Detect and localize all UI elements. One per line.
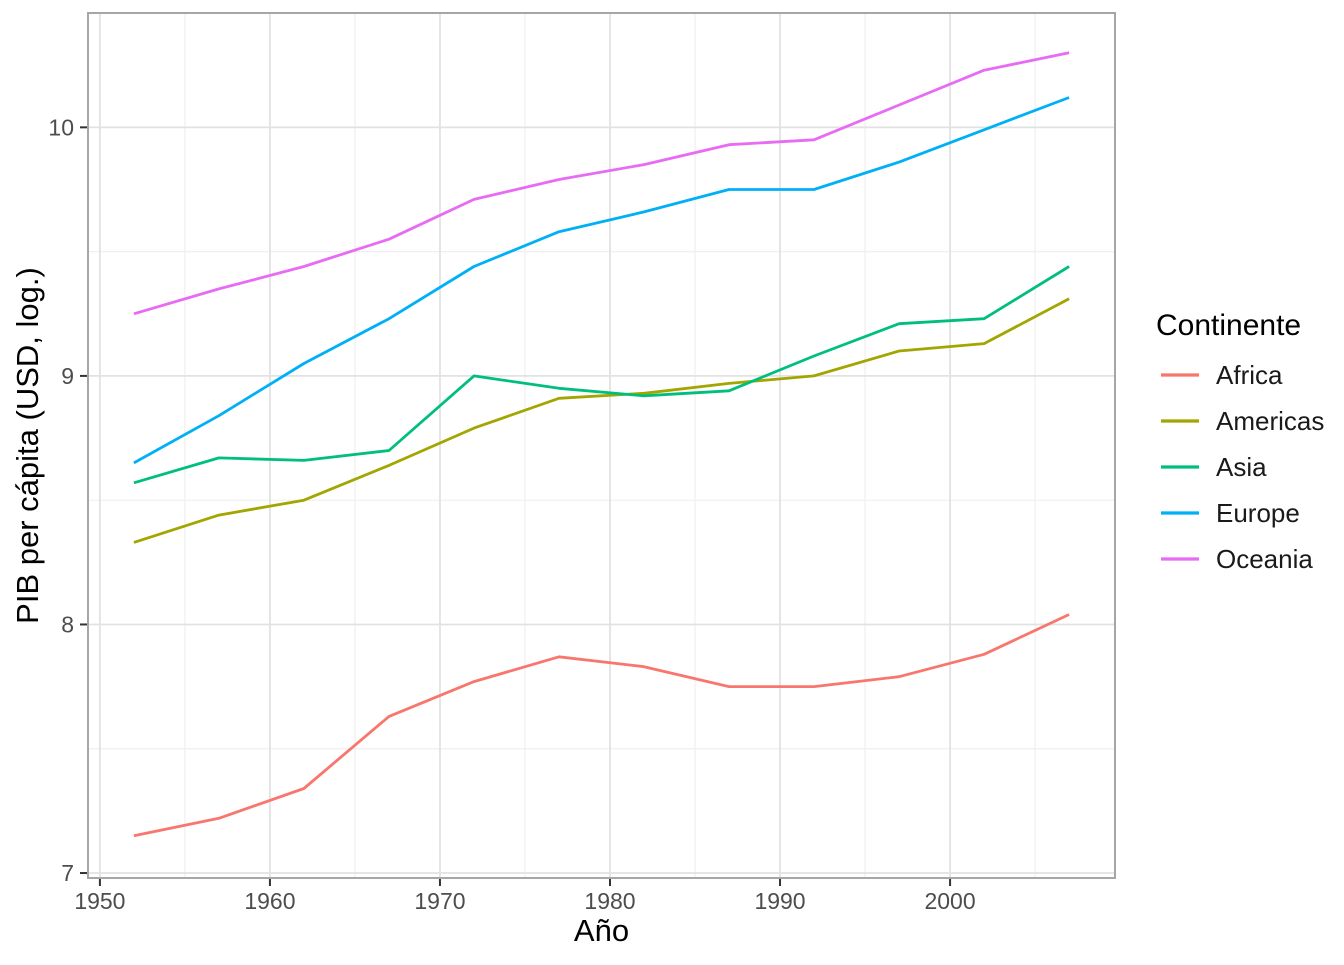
- legend-label-asia: Asia: [1216, 452, 1267, 482]
- legend-label-oceania: Oceania: [1216, 544, 1313, 574]
- series-line-asia: [133, 265, 1070, 485]
- y-tick-label-7: 7: [61, 860, 74, 886]
- legend-item-americas: Americas: [1161, 406, 1324, 436]
- panel-border: [87, 12, 1116, 879]
- y-tick-label-8: 8: [61, 611, 74, 637]
- legend-label-europe: Europe: [1216, 498, 1300, 528]
- y-tick-label-9: 9: [61, 363, 74, 389]
- legend-item-oceania: Oceania: [1161, 544, 1313, 574]
- plot-panel: [88, 13, 1115, 878]
- legend-label-africa: Africa: [1216, 360, 1283, 390]
- legend-title: Continente: [1156, 309, 1301, 342]
- series-line-americas: [133, 297, 1070, 544]
- legend-item-asia: Asia: [1161, 452, 1267, 482]
- legend-item-africa: Africa: [1161, 360, 1283, 390]
- x-tick-label-1980: 1980: [584, 888, 635, 914]
- x-tick-label-2000: 2000: [924, 888, 975, 914]
- legend-item-europe: Europe: [1161, 498, 1300, 528]
- y-axis-title: PIB per cápita (USD, log.): [10, 267, 45, 624]
- x-tick-label-1960: 1960: [244, 888, 295, 914]
- x-axis-title: Año: [574, 913, 629, 948]
- x-tick-label-1970: 1970: [414, 888, 465, 914]
- x-tick-label-1990: 1990: [754, 888, 805, 914]
- legend-label-americas: Americas: [1216, 406, 1324, 436]
- series-line-europe: [133, 96, 1070, 465]
- legend: Continente Africa Americas Asia Europe Oceani…: [1156, 309, 1324, 574]
- y-tick-label-10: 10: [48, 114, 74, 140]
- x-tick-label-1950: 1950: [74, 888, 125, 914]
- series-line-oceania: [133, 51, 1070, 316]
- series-line-africa: [133, 613, 1070, 838]
